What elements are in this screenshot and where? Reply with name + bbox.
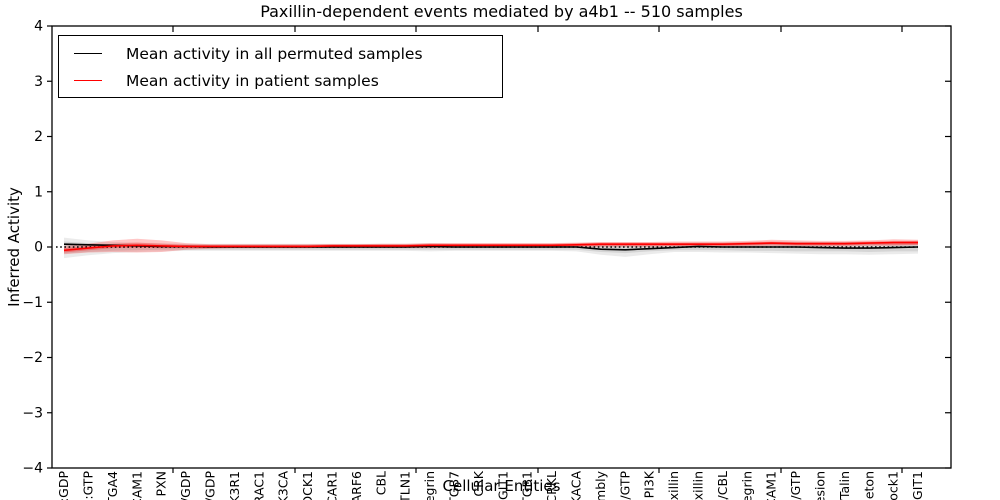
- x-category-label: PI3K: [642, 470, 657, 498]
- x-category-label: Rac1/GTP: [617, 471, 632, 500]
- x-category-label: TLN1: [398, 471, 413, 500]
- ticks: [47, 25, 951, 473]
- x-category-label: ARF6/GTP: [788, 471, 803, 500]
- x-category-label: PIK3R1: [227, 471, 242, 500]
- legend: Mean activity in all permuted samples Me…: [58, 35, 503, 98]
- x-category-label: DOCK1: [300, 471, 315, 500]
- legend-label-patient: Mean activity in patient samples: [126, 71, 379, 90]
- x-category-label: PIK3CA: [276, 471, 291, 500]
- x-category-label: alpha4/beta1 Integrin/Paxillin/GIT1: [910, 471, 925, 500]
- chart-title: Paxillin-dependent events mediated by a4…: [260, 2, 743, 21]
- x-category-label: Rac1/GDP: [178, 471, 193, 500]
- x-category-label: RAC1: [251, 471, 266, 500]
- y-tick-label: 3: [34, 74, 43, 90]
- x-category-label: cell adhesion: [813, 471, 828, 500]
- x-axis-label: Cellular Entities: [442, 477, 561, 495]
- x-category-label: mol:GTP: [81, 471, 96, 500]
- x-category-label: ARF6/GDP: [203, 471, 218, 500]
- legend-item-patient: Mean activity in patient samples: [59, 67, 502, 94]
- x-category-label: alpha4/beta1 Integrin/Paxillin: [666, 471, 681, 500]
- x-category-label: ITGA4: [105, 471, 120, 500]
- legend-item-permuted: Mean activity in all permuted samples: [59, 40, 502, 67]
- x-category-labels: mol:GDP mol:GTP ITGA4 VCAM1 PXN Rac1/GDP ARF6/…: [56, 470, 925, 500]
- x-category-label: lamellipodium assembly: [593, 470, 608, 500]
- x-category-label: alpha4/beta7 Integrin: [422, 471, 437, 500]
- y-tick-label: 2: [34, 129, 43, 145]
- x-category-label: mol:GDP: [56, 471, 71, 500]
- x-category-label: p130Cas/Crk/Dock1: [886, 471, 901, 500]
- y-tick-labels: 4 3 2 1 0 −1 −2 −3 −4: [22, 19, 43, 477]
- patient-mean-line: [63, 241, 918, 252]
- x-category-label: GIT1: [495, 471, 510, 500]
- x-category-label: alpha4/beta1 Integrin/Paxillin/Talin: [837, 471, 852, 500]
- y-tick-label: 0: [34, 240, 43, 256]
- permuted-range-outer-band: [64, 237, 918, 259]
- y-tick-label: −3: [22, 405, 43, 421]
- x-category-label: VCAM1: [129, 471, 144, 500]
- legend-label-permuted: Mean activity in all permuted samples: [126, 44, 423, 63]
- x-category-label: CBL: [373, 471, 388, 495]
- x-category-label: CRKL/CBL: [715, 471, 730, 500]
- x-category-label: alpha4/beta1 Integrin: [739, 471, 754, 500]
- bands: [64, 237, 918, 259]
- y-tick-label: 1: [34, 184, 43, 200]
- x-category-label: PXN: [154, 471, 169, 496]
- y-tick-label: −4: [22, 461, 43, 477]
- x-category-label: BCAR1: [325, 471, 340, 500]
- x-category-label: ARF6: [349, 471, 364, 500]
- legend-line-permuted: [74, 53, 102, 54]
- x-category-label: ITGB7: [447, 471, 462, 500]
- legend-line-patient: [74, 80, 102, 81]
- y-tick-label: −2: [22, 350, 43, 366]
- x-category-label: alpha4/beta1 Integrin/Paxillin/Talin/Act…: [861, 471, 876, 500]
- y-tick-label: 4: [34, 19, 43, 35]
- x-category-label: PRKACA: [569, 471, 584, 500]
- x-category-label: CRK: [471, 470, 486, 496]
- y-axis-label: Inferred Activity: [5, 187, 23, 307]
- x-category-label: CRKL: [544, 471, 559, 500]
- series-lines: [63, 241, 919, 252]
- x-category-label: alpha4/beta7 Integrin/Paxillin: [691, 471, 706, 500]
- x-category-label: alpha4/beta1 Integrin/Paxillin/VCAM1: [764, 471, 779, 500]
- y-tick-label: −1: [22, 295, 43, 311]
- x-category-label: ITGB1: [520, 471, 535, 500]
